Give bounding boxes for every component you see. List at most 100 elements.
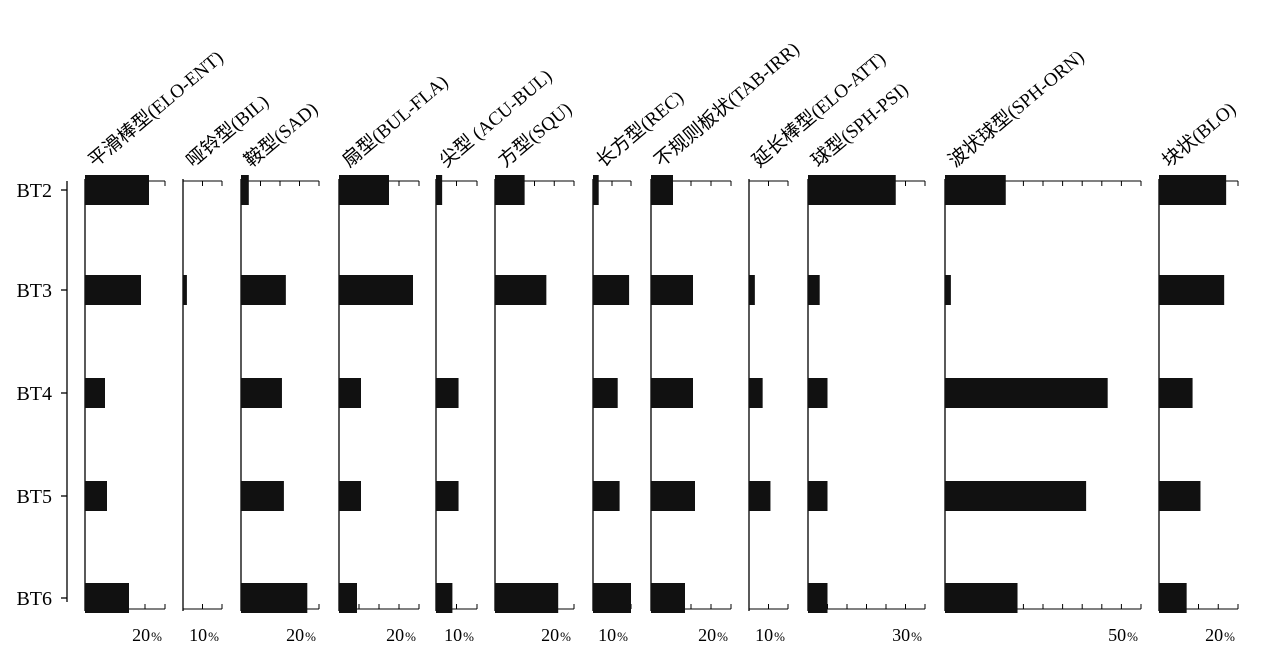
percent-sign: %	[305, 629, 316, 644]
bar	[945, 583, 1018, 613]
axis-max-label: 10%	[444, 625, 474, 645]
bar	[85, 583, 129, 613]
bar	[1159, 583, 1187, 613]
bar	[651, 378, 693, 408]
bar	[808, 583, 828, 613]
bar	[808, 275, 820, 305]
axis-max-label: 10%	[189, 625, 219, 645]
bar	[749, 481, 771, 511]
bar	[808, 481, 828, 511]
panel: 10%长方型(REC)	[592, 86, 688, 645]
bar	[339, 378, 361, 408]
category-label: BT2	[16, 180, 52, 202]
category-label: BT6	[16, 588, 52, 610]
axis-max-value: 10	[444, 625, 462, 645]
bar	[1159, 275, 1225, 305]
axis-max-label: 20%	[698, 625, 728, 645]
axis-max-value: 20	[132, 625, 150, 645]
panel: 50% 波状球型(SPH-ORN)	[944, 46, 1142, 645]
bar	[945, 175, 1006, 205]
bar	[749, 275, 755, 305]
bar	[436, 175, 443, 205]
bar	[241, 481, 284, 511]
bar	[945, 378, 1108, 408]
panel: 20%鞍型(SAD)	[240, 98, 322, 645]
bar	[1159, 175, 1227, 205]
bar	[495, 175, 525, 205]
bar	[593, 175, 599, 205]
percent-sign: %	[405, 629, 416, 644]
bar	[1159, 378, 1193, 408]
bar	[749, 378, 763, 408]
bar	[808, 175, 896, 205]
panel: 10%尖型 (ACU-BUL)	[435, 65, 556, 645]
bar	[241, 583, 308, 613]
axis-max-value: 20	[541, 625, 559, 645]
bar	[85, 481, 107, 511]
bar	[241, 378, 282, 408]
bar	[339, 481, 361, 511]
axis-max-value: 50	[1108, 625, 1126, 645]
percent-sign: %	[617, 629, 628, 644]
panel: 20%扇型(BUL-FLA)	[338, 71, 452, 645]
panel: 20% 块状(BLO)	[1158, 98, 1240, 645]
axis-max-label: 20%	[1205, 625, 1235, 645]
axis-max-value: 10	[755, 625, 773, 645]
panel-title: 块状(BLO)	[1158, 98, 1240, 172]
bar	[651, 481, 695, 511]
bar	[85, 175, 149, 205]
percent-sign: %	[774, 629, 785, 644]
category-axis: BT2 BT3 BT4 BT5 BT6	[16, 180, 68, 610]
bar	[436, 583, 453, 613]
percent-sign: %	[463, 629, 474, 644]
bar	[339, 175, 389, 205]
axis-max-value: 20	[1205, 625, 1223, 645]
bar	[85, 378, 105, 408]
bar	[651, 275, 693, 305]
bar	[495, 275, 547, 305]
bar	[593, 583, 631, 613]
axis-max-label: 30%	[892, 625, 922, 645]
axis-max-value: 20	[698, 625, 716, 645]
axis-max-label: 20%	[541, 625, 571, 645]
bar	[183, 275, 187, 305]
axis-max-value: 10	[189, 625, 207, 645]
axis-max-label: 10%	[598, 625, 628, 645]
axis-max-label: 20%	[286, 625, 316, 645]
percent-sign: %	[717, 629, 728, 644]
axis-max-label: 20%	[386, 625, 416, 645]
percent-sign: %	[1127, 629, 1138, 644]
bar	[241, 175, 249, 205]
bar	[436, 481, 459, 511]
bar	[593, 275, 630, 305]
bar	[945, 481, 1087, 511]
axis-max-label: 50%	[1108, 625, 1138, 645]
bar	[495, 583, 559, 613]
bar	[1159, 481, 1201, 511]
bar	[808, 378, 828, 408]
bar	[945, 275, 951, 305]
category-label: BT3	[16, 280, 52, 302]
axis-max-value: 30	[892, 625, 910, 645]
axis-max-label: 20%	[132, 625, 162, 645]
bar	[339, 583, 357, 613]
axis-max-value: 20	[386, 625, 404, 645]
percent-sign: %	[560, 629, 571, 644]
category-label: BT5	[16, 486, 52, 508]
axis-max-label: 10%	[755, 625, 785, 645]
panel: 10%延长棒型(ELO-ATT)	[748, 48, 890, 645]
category-label: BT4	[16, 383, 52, 405]
bar	[85, 275, 141, 305]
panel: 30%球型(SPH-PSI)	[807, 78, 926, 645]
bar	[436, 378, 459, 408]
percent-sign: %	[911, 629, 922, 644]
bar	[593, 481, 620, 511]
panels: 20%平滑棒型(ELO-ENT)10%哑铃型(BIL)20%鞍型(SAD)20%…	[84, 38, 1240, 645]
bar	[241, 275, 286, 305]
bar	[593, 378, 618, 408]
percent-sign: %	[208, 629, 219, 644]
percent-sign: %	[151, 629, 162, 644]
percent-sign: %	[1224, 629, 1235, 644]
panel-title: 波状球型(SPH-ORN)	[944, 46, 1088, 172]
